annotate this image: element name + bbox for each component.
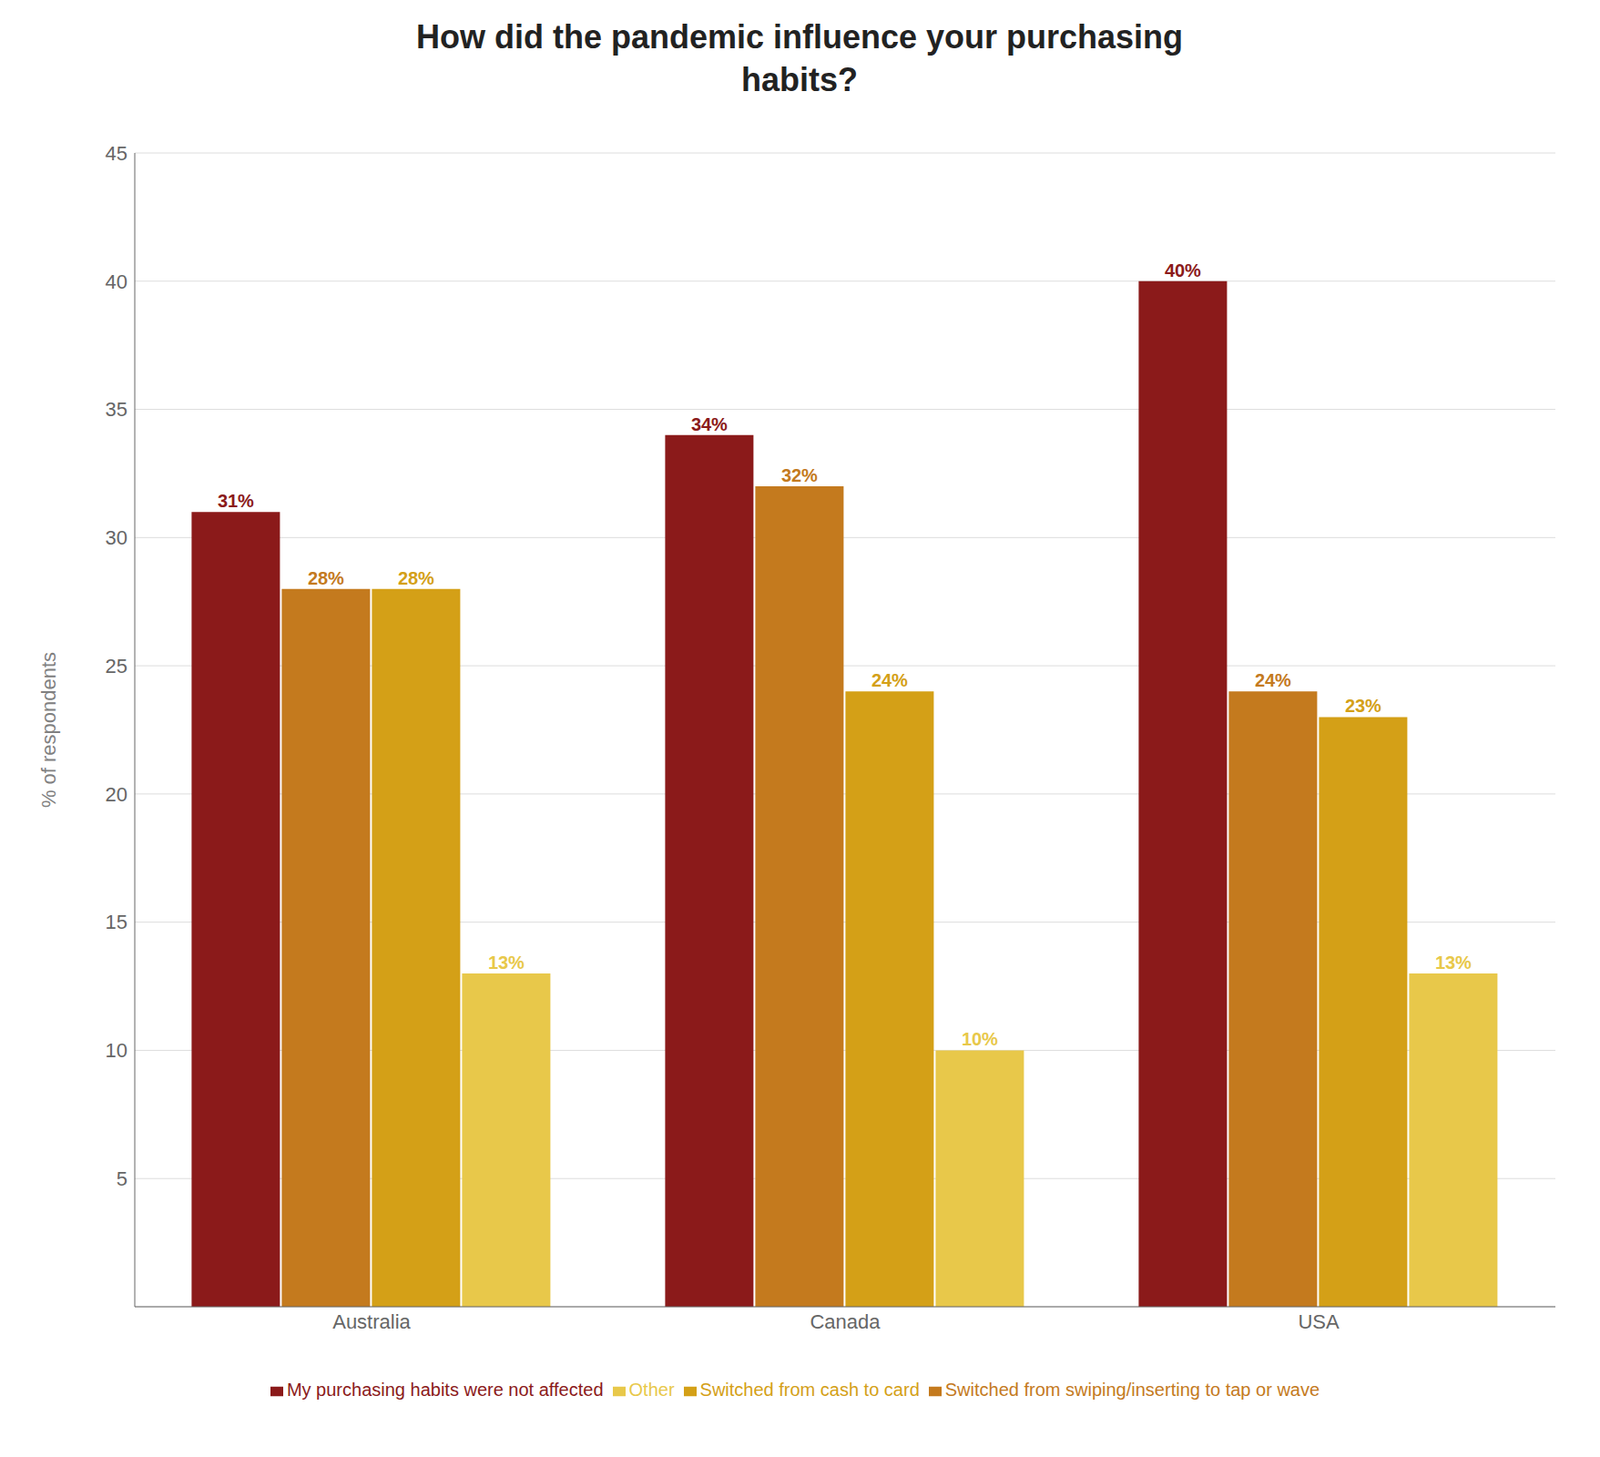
svg-text:32%: 32% bbox=[781, 465, 818, 486]
svg-text:20: 20 bbox=[105, 783, 128, 806]
html-text:Other: Other bbox=[628, 1379, 675, 1400]
html-text:My purchasing habits were not: My purchasing habits were not affected bbox=[286, 1379, 604, 1400]
svg-text:15: 15 bbox=[105, 910, 128, 934]
svg-text:40: 40 bbox=[105, 270, 128, 294]
svg-text:30: 30 bbox=[105, 526, 128, 550]
svg-text:13%: 13% bbox=[1435, 952, 1472, 973]
svg-text:10%: 10% bbox=[961, 1029, 999, 1050]
html-text:How did the pandemic influence: How did the pandemic influence your purc… bbox=[416, 18, 1183, 56]
svg-text:28%: 28% bbox=[397, 568, 435, 589]
svg-text:25: 25 bbox=[105, 654, 128, 678]
svg-text:23%: 23% bbox=[1345, 695, 1382, 716]
svg-text:35: 35 bbox=[105, 397, 128, 421]
svg-text:Australia: Australia bbox=[332, 1310, 411, 1334]
svg-text:Canada: Canada bbox=[809, 1310, 881, 1334]
svg-text:31%: 31% bbox=[217, 490, 255, 511]
svg-text:% of respondents: % of respondents bbox=[37, 652, 61, 808]
svg-text:28%: 28% bbox=[307, 568, 345, 589]
svg-text:USA: USA bbox=[1297, 1310, 1340, 1334]
svg-text:45: 45 bbox=[105, 142, 128, 165]
svg-text:34%: 34% bbox=[691, 414, 728, 435]
html-text:Switched from swiping/insertin: Switched from swiping/inserting to tap o… bbox=[945, 1379, 1320, 1400]
svg-text:24%: 24% bbox=[871, 670, 908, 691]
html-text:habits?: habits? bbox=[741, 60, 858, 99]
svg-text:5: 5 bbox=[116, 1167, 128, 1191]
svg-text:24%: 24% bbox=[1254, 670, 1292, 691]
html-text:Switched from cash to card: Switched from cash to card bbox=[699, 1379, 920, 1400]
svg-text:40%: 40% bbox=[1164, 260, 1202, 281]
svg-text:10: 10 bbox=[105, 1039, 128, 1062]
svg-text:13%: 13% bbox=[488, 952, 525, 973]
